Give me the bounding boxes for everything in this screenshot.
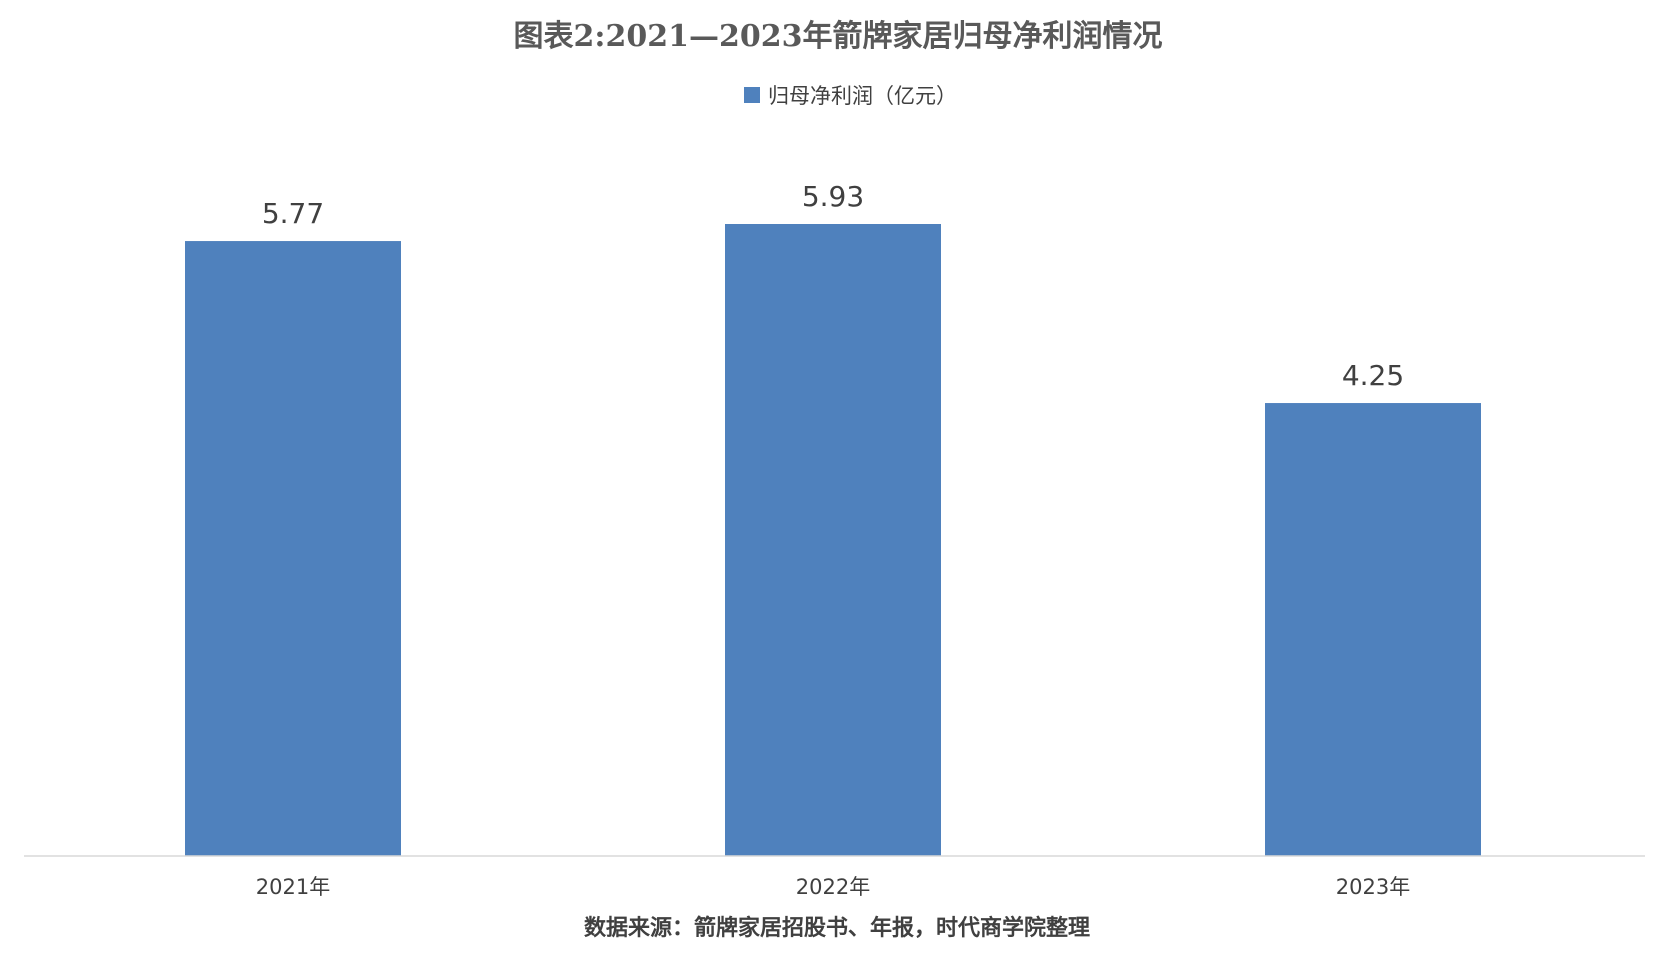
data-label-3: 4.25 [1342,359,1404,392]
data-label-2: 5.93 [802,180,864,213]
x-tick-label-1: 2021年 [256,875,330,899]
bar-2 [725,224,941,856]
chart-title: 图表2:2021—2023年箭牌家居归母净利润情况 [514,19,1163,54]
legend-swatch [744,87,760,103]
x-tick-labels: 2021年 2022年 2023年 [256,875,1410,899]
bar-1 [185,241,401,857]
bars-group [185,224,1481,857]
data-label-1: 5.77 [262,197,324,230]
data-labels-group: 5.77 5.93 4.25 [262,180,1404,392]
x-tick-label-2: 2022年 [796,875,870,899]
bar-3 [1265,403,1481,856]
x-tick-label-3: 2023年 [1336,875,1410,899]
legend-label: 归母净利润（亿元） [768,84,957,108]
legend: 归母净利润（亿元） [744,84,957,108]
source-note: 数据来源：箭牌家居招股书、年报，时代商学院整理 [584,915,1090,941]
